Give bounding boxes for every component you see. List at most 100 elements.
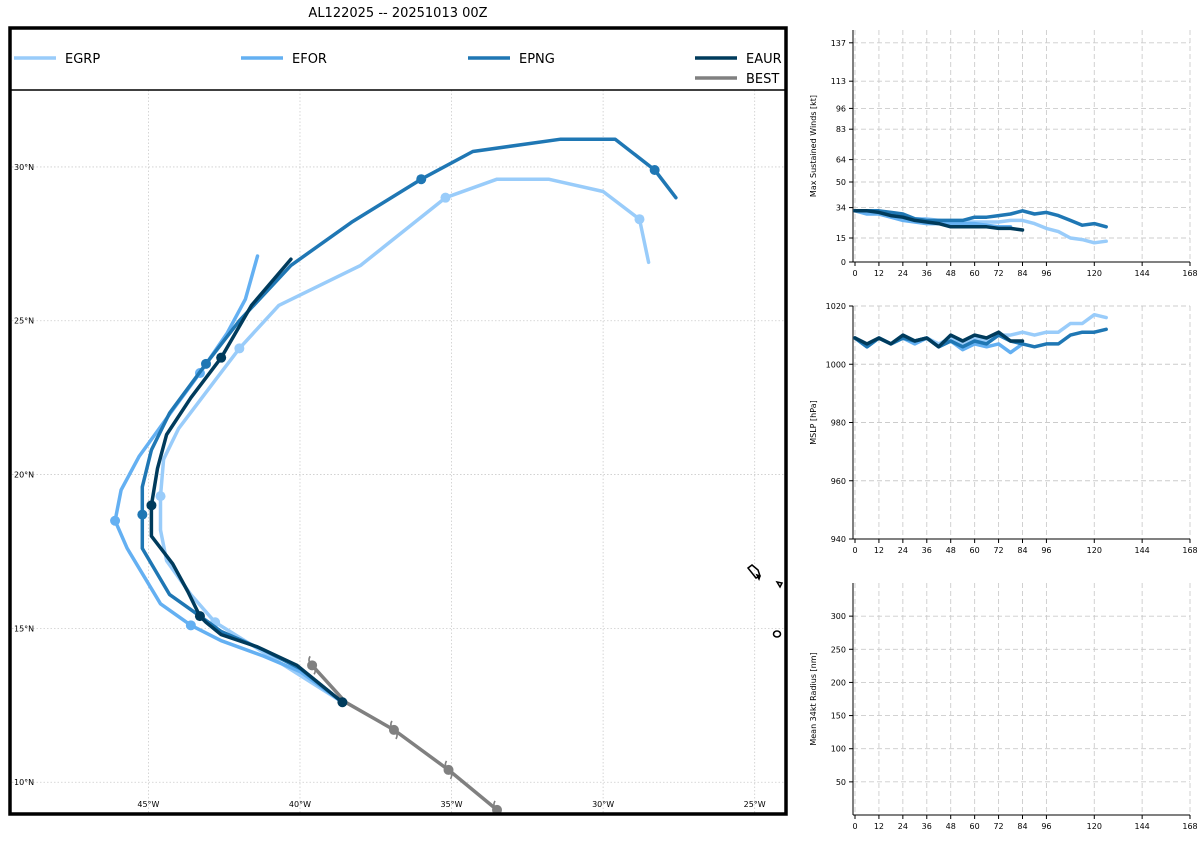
max-wind-y-tick-label: 96 bbox=[836, 104, 846, 113]
legend-label-best: BEST bbox=[746, 72, 779, 87]
storm-symbol bbox=[390, 720, 398, 740]
mslp-x-tick-label: 0 bbox=[852, 546, 857, 555]
radius-34kt-y-axis-label: Mean 34kt Radius [nm] bbox=[809, 652, 818, 745]
radius-34kt-y-tick-label: 300 bbox=[831, 612, 846, 621]
map-x-tick-label: 35°W bbox=[441, 800, 463, 809]
max-wind-x-tick-label: 24 bbox=[898, 269, 908, 278]
track-marker-efor bbox=[110, 515, 121, 526]
radius-34kt-x-tick-label: 96 bbox=[1041, 822, 1051, 831]
track-marker-efor bbox=[185, 620, 196, 631]
island-shape bbox=[755, 573, 761, 581]
radius-34kt-x-tick-label: 120 bbox=[1087, 822, 1102, 831]
max-wind-x-tick-label: 96 bbox=[1041, 269, 1051, 278]
max-wind-y-tick-label: 50 bbox=[836, 178, 846, 187]
mslp-x-tick-label: 96 bbox=[1041, 546, 1051, 555]
radius-34kt-y-tick-label: 200 bbox=[831, 678, 846, 687]
track-marker-eaur bbox=[337, 697, 348, 708]
track-marker-egrp bbox=[440, 192, 451, 203]
radius-34kt-x-tick-label: 72 bbox=[993, 822, 1003, 831]
track-line-best bbox=[310, 663, 499, 812]
map-y-tick-label: 10°N bbox=[14, 778, 34, 787]
max-wind-y-tick-label: 15 bbox=[836, 234, 846, 243]
storm-symbol bbox=[308, 655, 317, 675]
legend-label-eaur: EAUR bbox=[746, 52, 782, 67]
storm-symbol bbox=[444, 760, 453, 780]
legend-label-epng: EPNG bbox=[519, 52, 555, 67]
mslp-x-tick-label: 12 bbox=[874, 546, 884, 555]
max-wind-x-tick-label: 36 bbox=[922, 269, 932, 278]
radius-34kt-x-tick-label: 36 bbox=[922, 822, 932, 831]
max-wind-x-tick-label: 60 bbox=[970, 269, 980, 278]
map-frame bbox=[8, 26, 788, 816]
max-wind-x-tick-label: 120 bbox=[1087, 269, 1102, 278]
max-wind-y-tick-label: 34 bbox=[836, 204, 846, 213]
mslp-x-tick-label: 72 bbox=[993, 546, 1003, 555]
max-wind-y-tick-label: 0 bbox=[841, 258, 846, 267]
radius-34kt-x-tick-label: 12 bbox=[874, 822, 884, 831]
track-map: 45°W 40°W 35°W 30°W 25°W 10°N 15°N 20°N 25°N 30°N bbox=[8, 26, 788, 816]
mslp-x-tick-label: 48 bbox=[946, 546, 956, 555]
map-x-tick-label: 40°W bbox=[289, 800, 311, 809]
island-shape bbox=[746, 564, 761, 579]
mslp-x-tick-label: 36 bbox=[922, 546, 932, 555]
track-marker-epng bbox=[416, 174, 427, 185]
tracks-group bbox=[110, 137, 678, 813]
track-marker-egrp bbox=[234, 343, 245, 354]
mslp-x-tick-label: 60 bbox=[970, 546, 980, 555]
mslp-y-tick-label: 960 bbox=[831, 477, 846, 486]
map-y-tick-label: 15°N bbox=[14, 624, 34, 633]
track-line-egrp bbox=[158, 177, 651, 704]
map-x-tick-label: 45°W bbox=[137, 800, 159, 809]
max-wind-x-tick-label: 48 bbox=[946, 269, 956, 278]
max-wind-line-epng bbox=[853, 209, 1108, 229]
track-marker-eaur bbox=[216, 352, 227, 363]
mslp-x-tick-label: 24 bbox=[898, 546, 908, 555]
max-wind-y-tick-label: 113 bbox=[831, 77, 846, 86]
map-x-tick-label: 25°W bbox=[744, 800, 766, 809]
max-wind-x-tick-label: 12 bbox=[874, 269, 884, 278]
radius-34kt-x-tick-label: 48 bbox=[946, 822, 956, 831]
track-marker-egrp bbox=[155, 491, 166, 502]
max-wind-y-axis-label: Max Sustained Winds [kt] bbox=[809, 95, 818, 197]
radius-34kt-y-tick-label: 50 bbox=[836, 778, 846, 787]
track-line-epng bbox=[140, 137, 678, 704]
island-shape bbox=[772, 630, 782, 638]
max-wind-x-tick-label: 144 bbox=[1135, 269, 1150, 278]
radius-34kt-x-tick-label: 144 bbox=[1135, 822, 1150, 831]
track-line-eaur bbox=[149, 257, 345, 704]
max-wind-x-tick-label: 168 bbox=[1182, 269, 1197, 278]
mslp-y-tick-label: 1000 bbox=[826, 360, 846, 369]
mslp-y-tick-label: 1020 bbox=[826, 302, 846, 311]
mslp-x-tick-label: 84 bbox=[1017, 546, 1027, 555]
legend: EGRP EFOR EPNG EAUR BEST bbox=[14, 52, 782, 87]
map-x-tick-label: 30°W bbox=[592, 800, 614, 809]
mslp-x-tick-label: 168 bbox=[1182, 546, 1197, 555]
track-marker-epng bbox=[137, 509, 148, 520]
max-wind-x-tick-label: 0 bbox=[852, 269, 857, 278]
track-marker-egrp bbox=[634, 214, 645, 225]
mslp-y-tick-label: 980 bbox=[831, 419, 846, 428]
mslp-x-tick-label: 144 bbox=[1135, 546, 1150, 555]
storm-symbol bbox=[493, 800, 501, 813]
radius-34kt-y-tick-label: 150 bbox=[831, 712, 846, 721]
island-shape bbox=[775, 580, 784, 589]
radius-34kt-x-tick-label: 0 bbox=[852, 822, 857, 831]
max-wind-y-tick-label: 137 bbox=[831, 39, 846, 48]
map-y-tick-label: 25°N bbox=[14, 317, 34, 326]
mslp-x-tick-label: 120 bbox=[1087, 546, 1102, 555]
map-y-tick-label: 20°N bbox=[14, 471, 34, 480]
radius-34kt-x-tick-label: 24 bbox=[898, 822, 908, 831]
mslp-line-eaur bbox=[853, 330, 1025, 349]
radius-34kt-x-tick-label: 84 bbox=[1017, 822, 1027, 831]
radius-34kt-y-tick-label: 250 bbox=[831, 645, 846, 654]
radius-34kt-x-tick-label: 168 bbox=[1182, 822, 1197, 831]
max-wind-x-tick-label: 84 bbox=[1017, 269, 1027, 278]
chart-title: AL122025 -- 20251013 00Z bbox=[308, 6, 487, 21]
track-marker-epng bbox=[201, 358, 212, 369]
max-wind-y-tick-label: 83 bbox=[836, 125, 846, 134]
mslp-panel: 0 12 24 36 48 60 72 84 96 120 144 168 940 960 980 1000 1… bbox=[809, 302, 1198, 555]
legend-label-egrp: EGRP bbox=[65, 52, 100, 67]
map-y-tick-label: 30°N bbox=[14, 163, 34, 172]
